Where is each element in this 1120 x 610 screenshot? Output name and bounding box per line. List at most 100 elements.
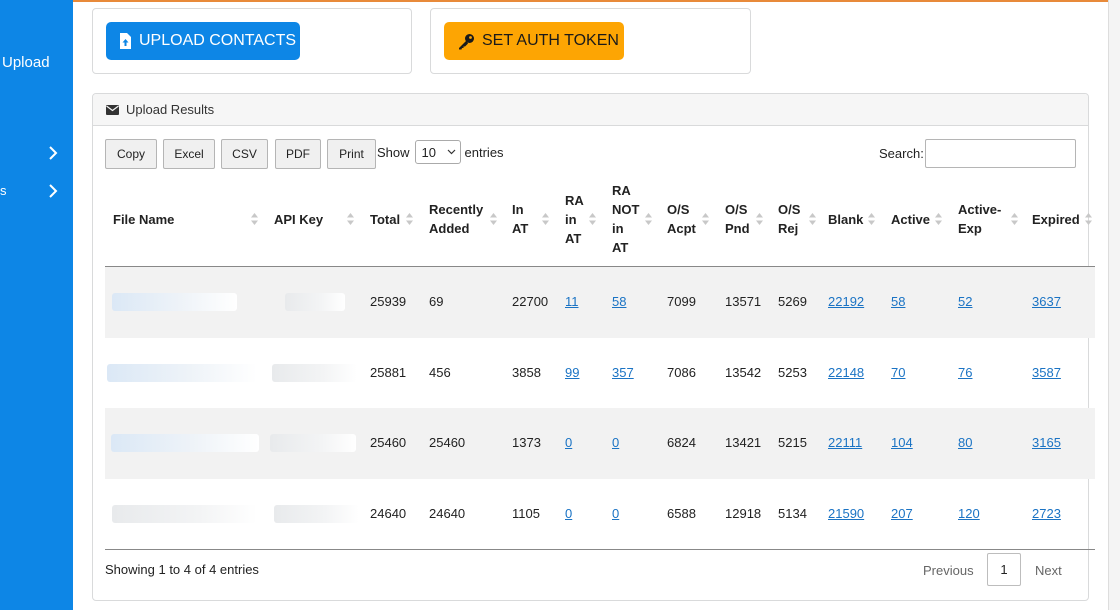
table-cell-link[interactable]: 0 xyxy=(612,435,620,450)
sort-icon[interactable] xyxy=(1085,213,1092,225)
pagination-page[interactable]: 1 xyxy=(987,553,1021,586)
table-cell-link[interactable]: 207 xyxy=(891,506,913,521)
csv-button[interactable]: CSV xyxy=(221,139,268,169)
table-cell: 5134 xyxy=(778,506,807,521)
table-cell-link[interactable]: 58 xyxy=(891,294,906,309)
table-cell-link[interactable]: 21590 xyxy=(828,506,865,521)
upload-contacts-button[interactable]: UPLOAD CONTACTS xyxy=(106,22,300,60)
table-cell-link[interactable]: 3165 xyxy=(1032,435,1061,450)
column-header-total[interactable]: Total xyxy=(370,211,401,227)
sort-icon[interactable] xyxy=(645,213,652,225)
pagination-previous[interactable]: Previous xyxy=(923,563,974,578)
column-header-file-name[interactable]: File Name xyxy=(113,211,175,227)
sort-icon[interactable] xyxy=(589,213,596,225)
table-cell-link[interactable]: 80 xyxy=(958,435,973,450)
sort-icon[interactable] xyxy=(251,213,258,225)
sort-icon[interactable] xyxy=(756,213,763,225)
sidebar-item-upload[interactable]: Upload xyxy=(2,54,50,71)
results-header: Upload Results xyxy=(93,94,1088,126)
chevron-right-icon[interactable] xyxy=(48,146,60,160)
table-cell-link[interactable]: 11 xyxy=(565,294,579,309)
column-header-ra-in-at[interactable]: AT xyxy=(565,230,582,246)
column-header-active-exp[interactable]: Exp xyxy=(958,221,982,236)
column-header-expired[interactable]: Expired xyxy=(1032,211,1080,227)
excel-button[interactable]: Excel xyxy=(163,139,215,169)
column-header-active-exp[interactable]: Active- xyxy=(958,202,1002,217)
table-cell-link[interactable]: 3587 xyxy=(1032,365,1061,380)
table-cell-link[interactable]: 120 xyxy=(958,506,980,521)
sort-icon[interactable] xyxy=(490,213,497,225)
upload-contacts-label: UPLOAD CONTACTS xyxy=(139,32,297,49)
table-cell: 456 xyxy=(429,365,451,380)
upload-card: UPLOAD CONTACTS xyxy=(92,8,412,74)
table-cell-link[interactable]: 3637 xyxy=(1032,294,1061,309)
table-cell: 25939 xyxy=(370,294,407,309)
copy-button[interactable]: Copy xyxy=(105,139,157,169)
auth-token-card: SET AUTH TOKEN xyxy=(430,8,751,74)
envelope-icon xyxy=(106,104,119,115)
table-cell-link[interactable]: 0 xyxy=(565,435,573,450)
sort-icon[interactable] xyxy=(406,213,413,225)
table-cell: 6588 xyxy=(667,506,696,521)
column-header-ra-not-in-at[interactable]: RA xyxy=(612,183,631,198)
column-header-ra-not-in-at[interactable]: AT xyxy=(612,240,629,255)
results-title: Upload Results xyxy=(126,102,215,117)
column-header-active[interactable]: Active xyxy=(891,211,931,227)
table-cell: 24640 xyxy=(429,506,466,521)
sort-icon[interactable] xyxy=(935,213,942,225)
table-cell-link[interactable]: 52 xyxy=(958,294,973,309)
table-cell-link[interactable]: 357 xyxy=(612,365,634,380)
sort-icon[interactable] xyxy=(347,213,354,225)
sort-icon[interactable] xyxy=(809,213,816,225)
table-cell-link[interactable]: 22111 xyxy=(828,435,863,450)
sort-icon[interactable] xyxy=(868,213,875,225)
table-cell-link[interactable]: 58 xyxy=(612,294,627,309)
column-header-os-acpt[interactable]: O/S xyxy=(667,202,690,217)
print-button[interactable]: Print xyxy=(327,139,376,169)
table-cell-link[interactable]: 76 xyxy=(958,365,973,380)
column-header-os-pnd[interactable]: O/S xyxy=(725,202,748,217)
table-footer-divider xyxy=(105,549,1095,550)
table-cell: 6824 xyxy=(667,435,696,450)
table-cell: 25460 xyxy=(429,435,466,450)
sort-icon[interactable] xyxy=(702,213,709,225)
column-header-ra-in-at[interactable]: RA xyxy=(565,192,584,208)
sort-icon[interactable] xyxy=(542,213,549,225)
table-row xyxy=(105,267,1095,338)
column-header-ra-not-in-at[interactable]: in xyxy=(612,221,624,236)
sidebar-item-partial[interactable]: s xyxy=(0,183,7,198)
table-cell: 13571 xyxy=(725,294,762,309)
table-cell-link[interactable]: 70 xyxy=(891,365,906,380)
column-header-os-pnd[interactable]: Pnd xyxy=(725,221,750,236)
search-input[interactable] xyxy=(925,139,1076,168)
column-header-os-rej[interactable]: Rej xyxy=(778,221,799,236)
column-header-os-acpt[interactable]: Acpt xyxy=(667,221,696,236)
column-header-ra-not-in-at[interactable]: NOT xyxy=(612,202,640,217)
table-cell-link[interactable]: 99 xyxy=(565,365,580,380)
table-cell-link[interactable]: 0 xyxy=(612,506,620,521)
table-cell-link[interactable]: 104 xyxy=(891,435,913,450)
table-cell: 24640 xyxy=(370,506,407,521)
column-header-api-key[interactable]: API Key xyxy=(274,211,324,227)
sort-icon[interactable] xyxy=(1011,213,1018,225)
redacted-file-name xyxy=(107,364,257,382)
scrollbar[interactable] xyxy=(1108,0,1120,610)
table-cell-link[interactable]: 0 xyxy=(565,506,573,521)
column-header-in-at[interactable]: In xyxy=(512,202,524,217)
pagination-next[interactable]: Next xyxy=(1035,563,1062,578)
table-cell-link[interactable]: 22148 xyxy=(828,365,865,380)
entries-select[interactable]: 10 xyxy=(414,140,461,164)
chevron-right-icon[interactable] xyxy=(48,184,60,198)
column-header-recently-added[interactable]: Added xyxy=(429,221,470,236)
set-auth-token-button[interactable]: SET AUTH TOKEN xyxy=(444,22,624,60)
pdf-button[interactable]: PDF xyxy=(275,139,321,169)
column-header-in-at[interactable]: AT xyxy=(512,221,529,236)
table-cell-link[interactable]: 22192 xyxy=(828,294,865,309)
column-header-os-rej[interactable]: O/S xyxy=(778,202,801,217)
redacted-api-key xyxy=(270,434,356,452)
column-header-blank[interactable]: Blank xyxy=(828,211,864,227)
table-cell-link[interactable]: 2723 xyxy=(1032,506,1061,521)
column-header-ra-in-at[interactable]: in xyxy=(565,211,577,227)
column-header-recently-added[interactable]: Recently xyxy=(429,202,484,217)
